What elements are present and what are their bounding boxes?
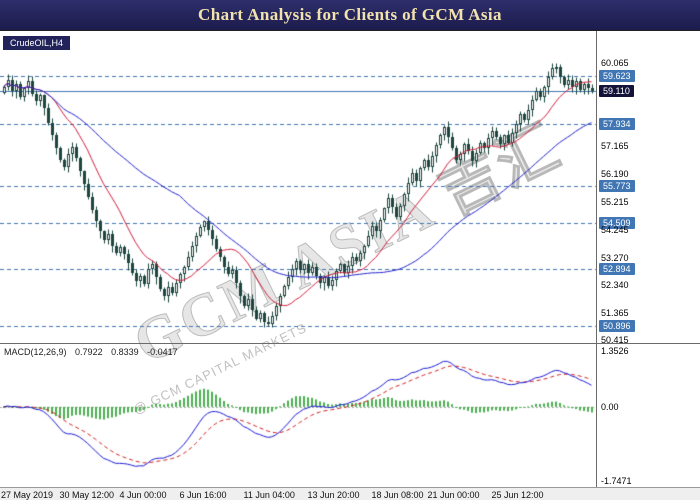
- indicator-name: MACD(12,26,9): [4, 347, 67, 357]
- macd-tick: 0.00: [601, 402, 619, 412]
- price-tick: 60.065: [601, 58, 629, 68]
- level-badge: 50.896: [599, 320, 635, 332]
- pane-divider[interactable]: [0, 343, 700, 344]
- price-tick: 53.270: [601, 253, 629, 263]
- price-tick: 57.165: [601, 141, 629, 151]
- price-tick: 55.215: [601, 197, 629, 207]
- time-label: 25 Jun 12:00: [491, 490, 544, 500]
- price-tick: 52.340: [601, 280, 629, 290]
- time-axis[interactable]: 27 May 2019 30 May 12:00 4 Jun 00:00 6 Jun …: [0, 487, 700, 500]
- macd-tick: -1.7471: [601, 476, 632, 486]
- time-label: 11 Jun 04:00: [243, 490, 295, 500]
- page-title: Chart Analysis for Clients of GCM Asia: [198, 5, 502, 24]
- level-badge: 57.934: [599, 118, 635, 130]
- axis-separator: [596, 31, 597, 487]
- price-tick: 56.190: [601, 169, 629, 179]
- chart-window: GCM ASIA 吉汇 @ GCM CAPITAL MARKETS CrudeO…: [0, 30, 700, 500]
- price-axis[interactable]: 60.065 59.623 59.110 57.934 57.165 56.190 55.7…: [597, 31, 700, 487]
- price-tick: 50.415: [601, 335, 629, 345]
- time-label: 18 Jun 08:00: [371, 490, 424, 500]
- time-label: 13 Jun 20:00: [307, 490, 360, 500]
- price-tick: 51.365: [601, 308, 629, 318]
- title-bar: Chart Analysis for Clients of GCM Asia: [0, 0, 700, 30]
- price-chart-canvas[interactable]: [0, 31, 596, 487]
- level-badge: 54.509: [599, 217, 635, 229]
- indicator-signal-value: 0.8339: [111, 347, 139, 357]
- time-label: 30 May 12:00: [59, 490, 115, 500]
- price-tick: 54.245: [601, 225, 629, 235]
- symbol-label: CrudeOIL,H4: [3, 36, 71, 50]
- level-badge: 52.894: [599, 263, 635, 275]
- time-label: 27 May 2019: [1, 490, 54, 500]
- time-label: 21 Jun 00:00: [427, 490, 480, 500]
- level-badge: 59.623: [599, 70, 635, 82]
- macd-tick: 1.3526: [601, 346, 629, 356]
- time-label: 6 Jun 16:00: [179, 490, 227, 500]
- indicator-hist-value: -0.0417: [147, 347, 178, 357]
- level-badge: 55.773: [599, 180, 635, 192]
- indicator-label: MACD(12,26,9) 0.7922 0.8339 -0.0417: [4, 347, 178, 357]
- current-price-badge: 59.110: [599, 85, 634, 97]
- indicator-macd-value: 0.7922: [75, 347, 103, 357]
- time-label: 4 Jun 00:00: [119, 490, 167, 500]
